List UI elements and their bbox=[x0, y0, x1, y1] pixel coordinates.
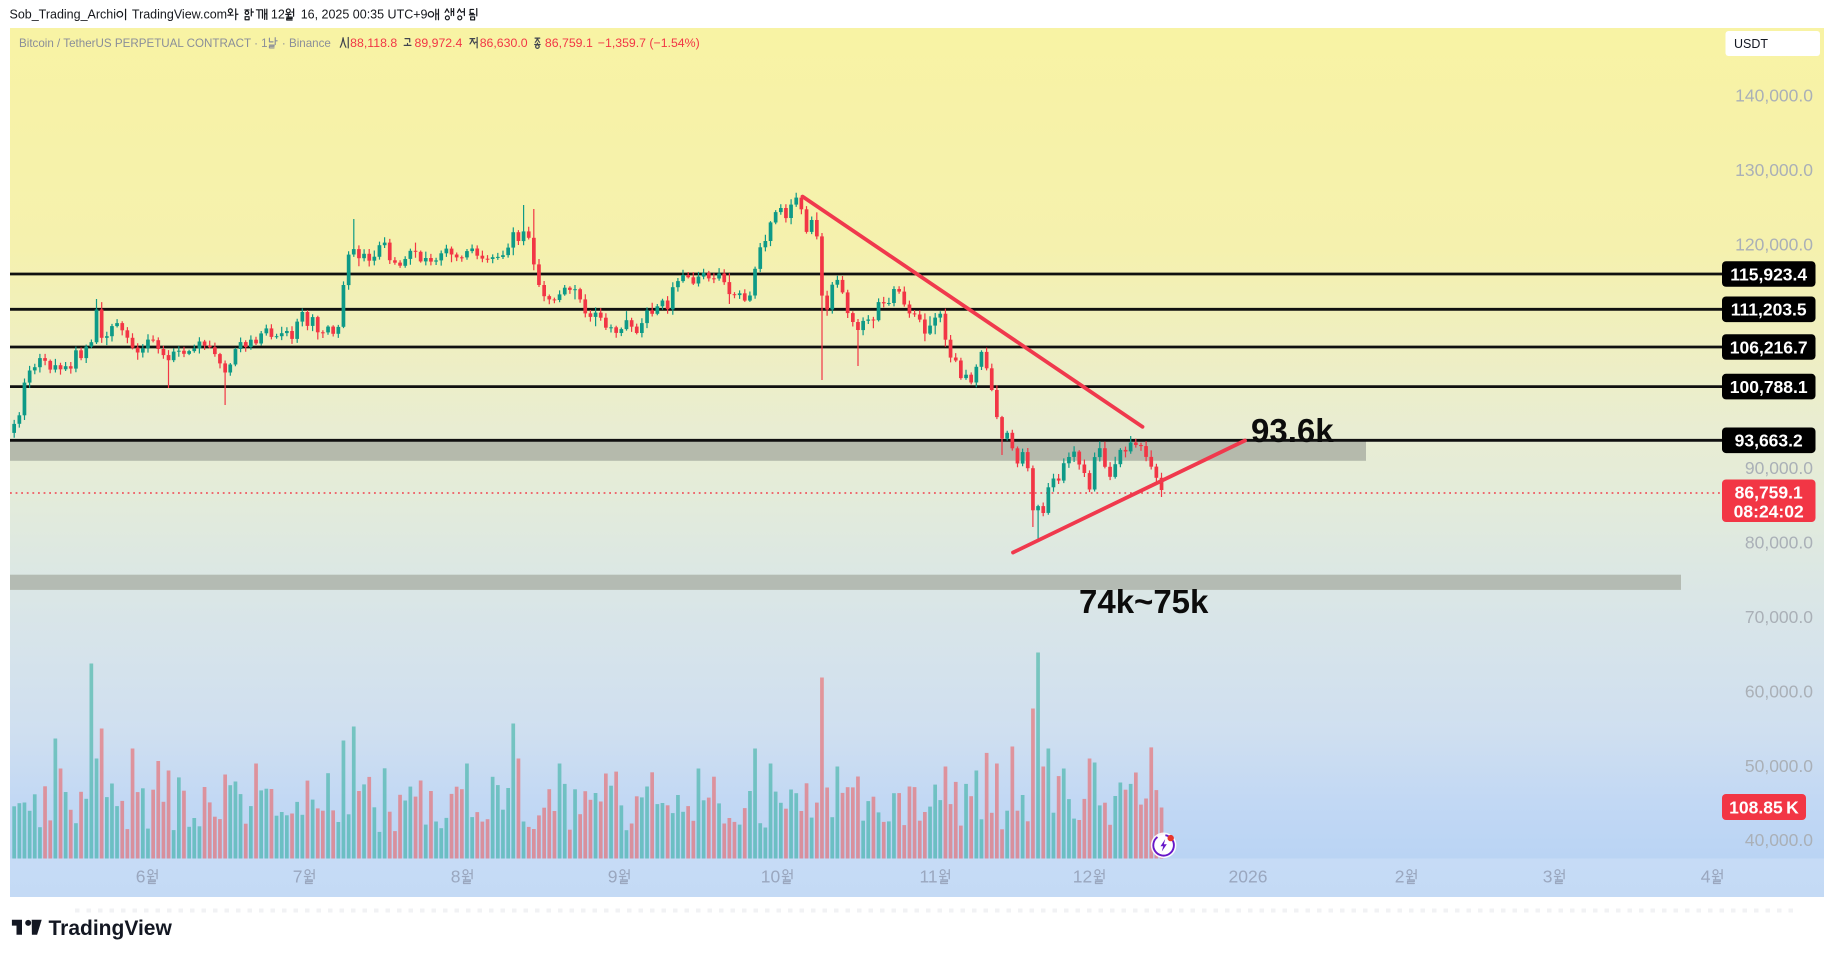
svg-text:86,759.1: 86,759.1 bbox=[1735, 483, 1803, 503]
svg-text:89,972.4: 89,972.4 bbox=[415, 36, 463, 50]
svg-text:16, 2025 00:35 UTC+9: 16, 2025 00:35 UTC+9 bbox=[301, 8, 428, 22]
svg-text:7: 7 bbox=[293, 867, 303, 887]
svg-text:120,000.0: 120,000.0 bbox=[1735, 235, 1813, 255]
svg-text:106,216.7: 106,216.7 bbox=[1730, 337, 1808, 357]
svg-text:10: 10 bbox=[761, 867, 781, 887]
svg-text:· Binance: · Binance bbox=[282, 37, 331, 50]
svg-text:· 1: · 1 bbox=[254, 37, 268, 50]
svg-text:6: 6 bbox=[136, 867, 146, 887]
svg-text:80,000.0: 80,000.0 bbox=[1745, 532, 1813, 552]
svg-text:74k~75k: 74k~75k bbox=[1079, 583, 1209, 620]
svg-text:130,000.0: 130,000.0 bbox=[1735, 160, 1813, 180]
svg-text:140,000.0: 140,000.0 bbox=[1735, 86, 1813, 106]
svg-text:08:24:02: 08:24:02 bbox=[1734, 502, 1804, 522]
svg-text:100,788.1: 100,788.1 bbox=[1730, 377, 1808, 397]
svg-text:TradingView.com: TradingView.com bbox=[132, 8, 227, 22]
svg-text:11: 11 bbox=[920, 867, 938, 887]
svg-text:93,663.2: 93,663.2 bbox=[1735, 431, 1803, 451]
svg-text:4: 4 bbox=[1701, 867, 1711, 887]
svg-text:12: 12 bbox=[1073, 867, 1092, 887]
svg-text:40,000.0: 40,000.0 bbox=[1745, 830, 1813, 850]
svg-text:70,000.0: 70,000.0 bbox=[1745, 607, 1813, 627]
svg-text:60,000.0: 60,000.0 bbox=[1745, 681, 1813, 701]
svg-text:2026: 2026 bbox=[1229, 867, 1268, 887]
svg-text:111,203.5: 111,203.5 bbox=[1731, 300, 1807, 320]
svg-text:9: 9 bbox=[608, 867, 618, 887]
svg-text:Sob_Trading_Archi: Sob_Trading_Archi bbox=[10, 8, 117, 22]
svg-text:86,759.1: 86,759.1 bbox=[545, 36, 593, 50]
svg-text:88,118.8: 88,118.8 bbox=[350, 36, 397, 50]
svg-text:12: 12 bbox=[271, 8, 285, 22]
svg-text:90,000.0: 90,000.0 bbox=[1745, 458, 1813, 478]
svg-text:93.6k: 93.6k bbox=[1251, 412, 1334, 449]
svg-text:Bitcoin / TetherUS PERPETUAL C: Bitcoin / TetherUS PERPETUAL CONTRACT bbox=[19, 37, 251, 50]
svg-text:108.85 K: 108.85 K bbox=[1729, 798, 1799, 818]
svg-text:50,000.0: 50,000.0 bbox=[1745, 756, 1813, 776]
svg-text:86,630.0: 86,630.0 bbox=[480, 36, 528, 50]
svg-text:2: 2 bbox=[1395, 867, 1405, 887]
svg-text:115,923.4: 115,923.4 bbox=[1730, 264, 1807, 284]
svg-text:USDT: USDT bbox=[1734, 37, 1768, 51]
svg-text:8: 8 bbox=[451, 867, 461, 887]
svg-text:3: 3 bbox=[1543, 867, 1553, 887]
svg-text:TradingView: TradingView bbox=[49, 917, 173, 940]
svg-text:−1,359.7 (−1.54%): −1,359.7 (−1.54%) bbox=[598, 36, 700, 50]
